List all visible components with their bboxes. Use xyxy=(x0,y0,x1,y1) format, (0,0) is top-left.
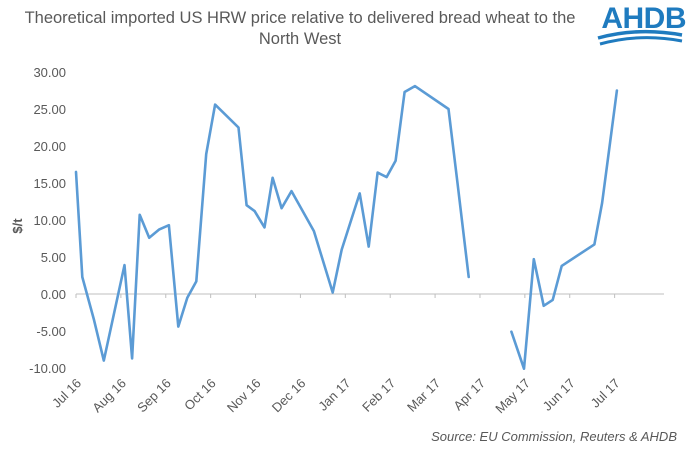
y-tick-label: 5.00 xyxy=(41,250,66,265)
y-tick-label: -10.00 xyxy=(29,361,66,376)
y-tick-label: 0.00 xyxy=(41,287,66,302)
x-tick-label: Jul 17 xyxy=(588,376,623,411)
x-tick-label: Sep 16 xyxy=(134,376,174,416)
x-tick-label: Oct 16 xyxy=(181,376,219,414)
x-tick-label: Jan 17 xyxy=(315,376,353,414)
logo-wordmark: AHDB xyxy=(601,2,686,35)
y-axis-ticks: -10.00 -5.00 0.00 5.00 10.00 15.00 20.00 25.00 3… xyxy=(29,65,66,376)
y-tick-label: 25.00 xyxy=(33,102,66,117)
series-line xyxy=(510,89,619,370)
x-tick-label: Apr 17 xyxy=(450,376,488,414)
y-tick-label: 20.00 xyxy=(33,139,66,154)
x-tick-label: Nov 16 xyxy=(224,376,264,416)
x-tick-label: Feb 17 xyxy=(359,376,398,415)
ahdb-logo: AHDB xyxy=(590,2,687,48)
x-tick-label: Jun 17 xyxy=(540,376,578,414)
y-tick-label: 15.00 xyxy=(33,176,66,191)
x-tick-label: Aug 16 xyxy=(89,376,129,416)
y-axis-label: $/t xyxy=(10,218,25,234)
x-tick-label: Jul 16 xyxy=(49,376,84,411)
x-tick-label: Mar 17 xyxy=(404,376,443,415)
x-tick-label: May 17 xyxy=(492,376,533,417)
y-tick-label: -5.00 xyxy=(36,324,66,339)
data-series xyxy=(74,84,619,370)
series-line xyxy=(74,84,470,362)
logo-wave-icon xyxy=(597,29,683,46)
y-tick-label: 10.00 xyxy=(33,213,66,228)
y-tick-label: 30.00 xyxy=(33,65,66,80)
x-tick-label: Dec 16 xyxy=(269,376,309,416)
source-note: Source: EU Commission, Reuters & AHDB xyxy=(431,429,677,444)
chart-title: Theoretical imported US HRW price relati… xyxy=(24,9,576,48)
